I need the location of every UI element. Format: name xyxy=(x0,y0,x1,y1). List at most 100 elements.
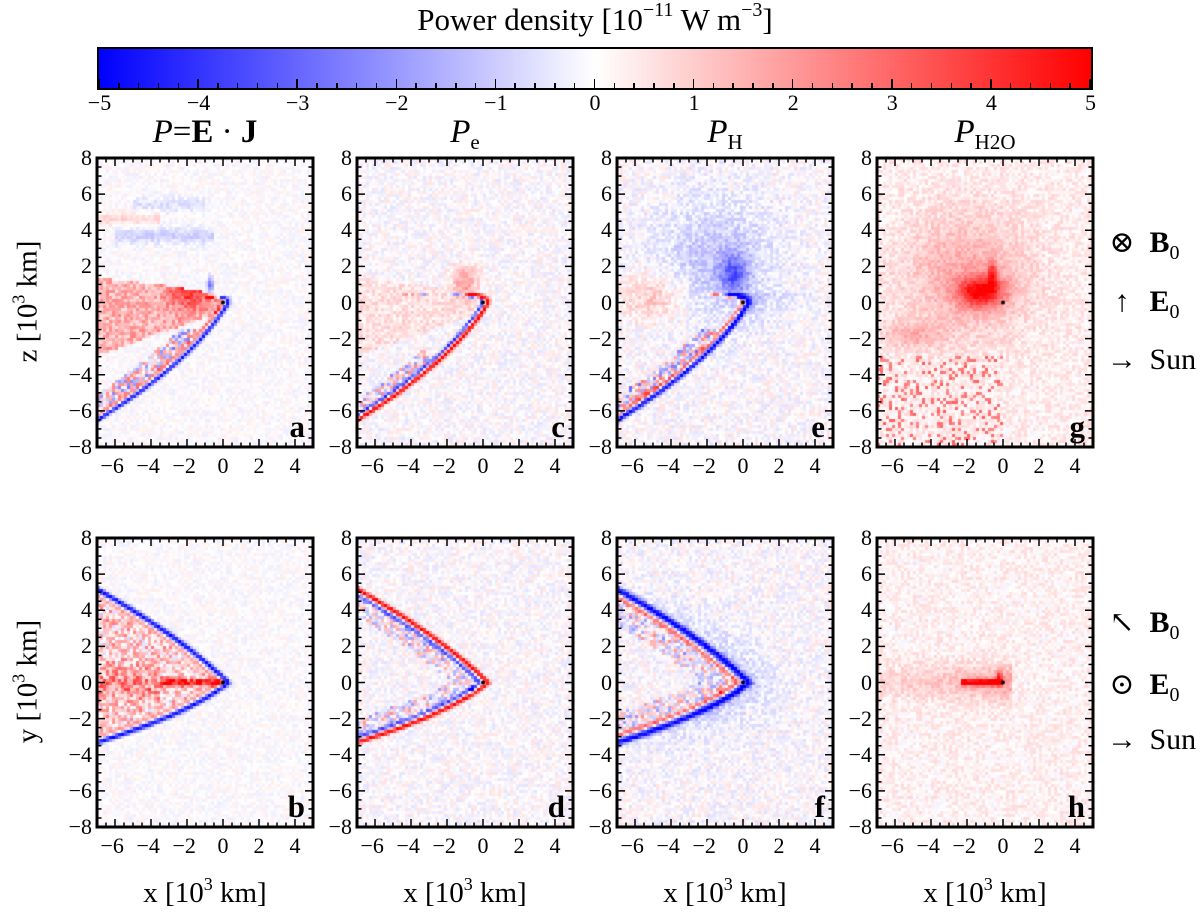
colorbar-minor-tick xyxy=(1029,83,1032,88)
axes-frame xyxy=(355,156,575,449)
colorbar-title-exponent: −3 xyxy=(741,0,763,21)
x-axis-label-part: km] xyxy=(472,877,527,909)
x-tick-label: 2 xyxy=(1033,833,1045,858)
x-tick-label: −2 xyxy=(692,453,716,478)
y-tick-label: 6 xyxy=(601,561,612,587)
colorbar-minor-tick xyxy=(435,83,437,88)
heatmap-panel-e: e xyxy=(615,156,835,449)
y-tick-label: −4 xyxy=(328,361,352,387)
colorbar-minor-tick xyxy=(871,83,873,88)
x-tick-label: −4 xyxy=(916,453,940,478)
y-tick-label: 6 xyxy=(861,561,872,587)
colorbar-minor-tick xyxy=(831,83,834,88)
y-tick-label: 6 xyxy=(861,181,872,207)
colorbar-title-unit: W m xyxy=(673,2,742,37)
colorbar-tick-label: −3 xyxy=(285,90,310,115)
annotation-text: E xyxy=(1149,285,1170,318)
panel-label: e xyxy=(811,409,825,444)
x-tick-label: −4 xyxy=(396,453,420,478)
colorbar-minor-tick xyxy=(276,83,279,88)
x-tick-label: −4 xyxy=(136,833,160,858)
annotation-subscript: 0 xyxy=(1169,242,1180,264)
title-part: · xyxy=(213,114,241,150)
y-tick-label: −2 xyxy=(588,325,612,351)
colorbar-minor-tick xyxy=(910,83,913,88)
y-tick-label: −8 xyxy=(848,434,872,459)
colorbar-minor-tick xyxy=(316,83,318,88)
title-part: P xyxy=(954,114,975,150)
y-tick-label: −4 xyxy=(588,361,612,387)
colorbar-tick-label: 4 xyxy=(985,90,997,115)
colorbar-tick-label: 3 xyxy=(886,90,898,115)
y-axis-label-part: km] xyxy=(11,240,44,295)
x-tick-label: 0 xyxy=(737,453,749,478)
y-axis-label-part: km] xyxy=(11,619,44,674)
colorbar-minor-tick xyxy=(673,83,675,88)
x-tick-label: 2 xyxy=(773,833,785,858)
axes-border xyxy=(95,536,315,829)
y-tick-label: 0 xyxy=(861,289,872,315)
title-part: P xyxy=(152,114,173,150)
x-tick-label: −4 xyxy=(916,833,940,858)
axes-border xyxy=(95,156,315,449)
colorbar-minor-tick xyxy=(573,83,576,88)
colorbar-major-tick xyxy=(98,79,100,88)
axes-frame xyxy=(95,156,315,449)
x-tick-label: 2 xyxy=(253,833,265,858)
panel-label: d xyxy=(547,789,565,824)
colorbar-tick-label: −4 xyxy=(186,90,211,115)
annotation-top-1: ↑ E0 xyxy=(1102,285,1180,322)
colorbar-minor-tick xyxy=(336,83,338,88)
colorbar-minor-tick xyxy=(1009,83,1012,88)
x-tick-label: −2 xyxy=(952,453,976,478)
annotation-bottom-2: → Sun xyxy=(1102,723,1196,757)
y-tick-label: −2 xyxy=(848,705,872,731)
colorbar xyxy=(97,47,1093,90)
x-tick-label: 2 xyxy=(513,453,525,478)
colorbar-minor-tick xyxy=(950,83,952,88)
y-tick-label: 0 xyxy=(81,669,92,695)
colorbar-major-tick xyxy=(197,79,199,88)
out-of-page-icon: ⊙ xyxy=(1109,668,1135,701)
x-tick-label: 4 xyxy=(1069,453,1081,478)
y-tick-label: −4 xyxy=(588,741,612,767)
x-tick-label: −6 xyxy=(620,833,644,858)
x-tick-label: −4 xyxy=(136,453,160,478)
y-tick-label: 0 xyxy=(601,669,612,695)
colorbar-major-tick xyxy=(990,79,992,88)
colorbar-title-exponent: −11 xyxy=(642,0,674,21)
y-tick-label: 2 xyxy=(341,633,352,659)
colorbar-major-tick xyxy=(1089,79,1091,88)
colorbar-minor-tick xyxy=(157,83,160,88)
y-tick-label: 8 xyxy=(861,145,872,170)
y-tick-label: −6 xyxy=(848,397,872,423)
colorbar-minor-tick xyxy=(851,83,853,88)
colorbar-tick-label: −1 xyxy=(484,90,508,115)
y-tick-label: 2 xyxy=(601,633,612,659)
y-tick-label: 4 xyxy=(861,217,872,243)
x-tick-label: 4 xyxy=(549,453,561,478)
x-tick-label: −2 xyxy=(172,833,196,858)
x-axis-label-part: x [10 xyxy=(923,877,984,909)
y-tick-label: −8 xyxy=(848,814,872,839)
panel-label: h xyxy=(1067,789,1085,824)
title-subscript: e xyxy=(470,130,480,154)
x-tick-label: −6 xyxy=(100,833,124,858)
axes-border xyxy=(875,156,1095,449)
y-tick-label: −4 xyxy=(68,361,92,387)
x-tick-label: 0 xyxy=(217,453,229,478)
y-tick-label: 4 xyxy=(81,597,92,623)
y-tick-label: −6 xyxy=(68,777,92,803)
x-axis-label-part: 3 xyxy=(203,874,213,894)
axes-frame xyxy=(95,536,315,829)
colorbar-tick-label: 5 xyxy=(1085,90,1096,115)
annotation-top-2: → Sun xyxy=(1102,343,1196,377)
annotation-text: B xyxy=(1149,606,1170,639)
heatmap-b xyxy=(97,538,313,827)
colorbar-tick-label: 2 xyxy=(787,90,799,115)
colorbar-minor-tick xyxy=(1069,83,1071,88)
colorbar-minor-tick xyxy=(474,83,477,88)
colorbar-minor-tick xyxy=(177,83,180,88)
heatmap-d xyxy=(357,538,573,827)
y-tick-label: 8 xyxy=(601,145,612,170)
